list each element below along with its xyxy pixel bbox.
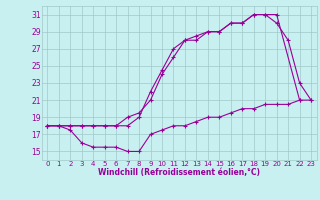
X-axis label: Windchill (Refroidissement éolien,°C): Windchill (Refroidissement éolien,°C) (98, 168, 260, 177)
